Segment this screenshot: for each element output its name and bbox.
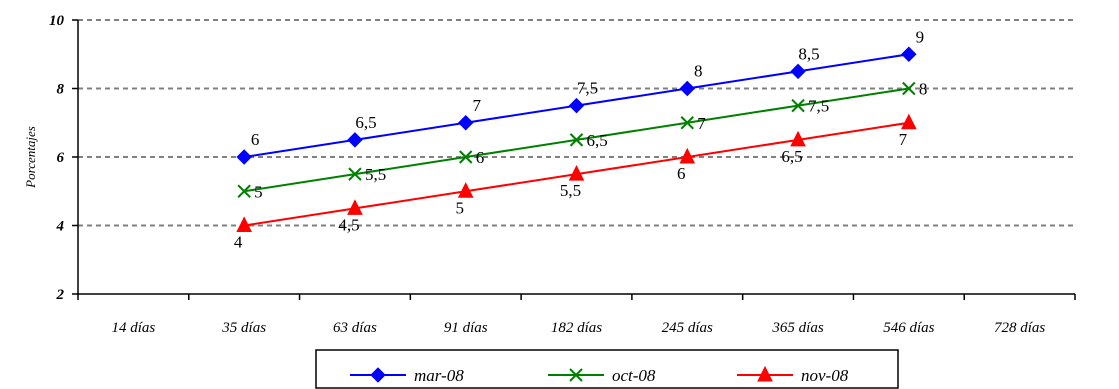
data-point-x — [680, 116, 694, 130]
data-point-triangle — [901, 113, 917, 130]
data-point-diamond — [679, 80, 695, 97]
x-tick-label: 728 días — [994, 320, 1045, 336]
data-label: 5,5 — [560, 181, 581, 200]
data-label: 7,5 — [808, 97, 829, 116]
data-label: 6,5 — [587, 131, 608, 150]
data-label: 7 — [899, 130, 908, 149]
data-point-x — [348, 167, 362, 181]
series-group — [236, 46, 917, 232]
data-label: 6 — [677, 164, 686, 183]
data-point-triangle — [568, 165, 585, 181]
data-label: 6,5 — [781, 147, 802, 166]
data-point-triangle — [679, 147, 696, 164]
data-label: 5,5 — [365, 165, 386, 184]
x-tick-label: 245 días — [662, 320, 713, 336]
x-tick-label: 365 días — [771, 320, 823, 336]
y-axis-label: Porcentajes — [23, 126, 38, 189]
data-label: 6 — [476, 148, 485, 167]
data-point-diamond — [901, 46, 917, 62]
y-tick-label: 8 — [57, 82, 65, 98]
x-tick-label: 182 días — [551, 320, 602, 336]
data-label: 7,5 — [577, 79, 598, 98]
data-point-triangle — [790, 130, 806, 147]
x-tick-label: 14 días — [112, 320, 156, 336]
x-tick-label: 91 días — [444, 320, 488, 336]
data-point-x — [569, 368, 583, 382]
data-point-diamond — [568, 97, 585, 114]
y-tick-label: 10 — [49, 13, 65, 29]
data-label: 8,5 — [798, 44, 819, 63]
data-label: 9 — [916, 27, 925, 46]
data-point-triangle — [757, 365, 773, 382]
x-tick-label: 63 días — [333, 320, 377, 336]
data-point-x — [459, 150, 473, 164]
axes — [72, 19, 1076, 300]
y-tick-label: 4 — [56, 219, 65, 235]
data-label: 4 — [234, 233, 243, 252]
data-label: 7 — [472, 96, 481, 115]
y-tick-labels: 2 4 6 8 10 — [49, 13, 65, 303]
x-tick-label: 546 días — [883, 320, 934, 336]
data-point-triangle — [347, 199, 363, 215]
data-label: 5 — [455, 198, 464, 217]
legend-label: nov-08 — [801, 366, 849, 385]
data-label: 4,5 — [338, 215, 359, 234]
data-point-diamond — [236, 149, 252, 165]
data-point-triangle — [457, 182, 474, 198]
data-labels: 6 6,5 7 7,5 8 8,5 9 5 5,5 6 6,5 7 7,5 8 4 4,5 5 5,5 6 6,5 7 — [234, 27, 927, 251]
data-point-diamond — [458, 115, 474, 131]
data-label: 7 — [697, 114, 706, 133]
data-label: 6,5 — [355, 113, 376, 132]
data-point-triangle — [236, 216, 252, 232]
data-label: 8 — [919, 80, 928, 99]
data-point-x — [791, 98, 805, 113]
data-label: 6 — [251, 130, 260, 149]
data-point-x — [902, 81, 916, 96]
legend-label: mar-08 — [414, 366, 464, 385]
data-point-diamond — [347, 132, 363, 148]
legend: mar-08 oct-08 nov-08 — [315, 349, 899, 389]
legend-label: oct-08 — [612, 366, 656, 385]
data-point-x — [569, 133, 584, 147]
x-tick-label: 35 días — [221, 320, 266, 336]
data-point-diamond — [370, 367, 386, 383]
x-tick-labels: 14 días 35 días 63 días 91 días 182 días 245 … — [112, 320, 1046, 336]
y-tick-label: 2 — [56, 287, 65, 303]
y-tick-label: 6 — [57, 150, 65, 166]
data-point-diamond — [790, 63, 806, 80]
data-label: 8 — [694, 62, 703, 81]
data-point-x — [237, 184, 251, 198]
data-label: 5 — [254, 182, 263, 201]
legend-box — [315, 349, 899, 389]
